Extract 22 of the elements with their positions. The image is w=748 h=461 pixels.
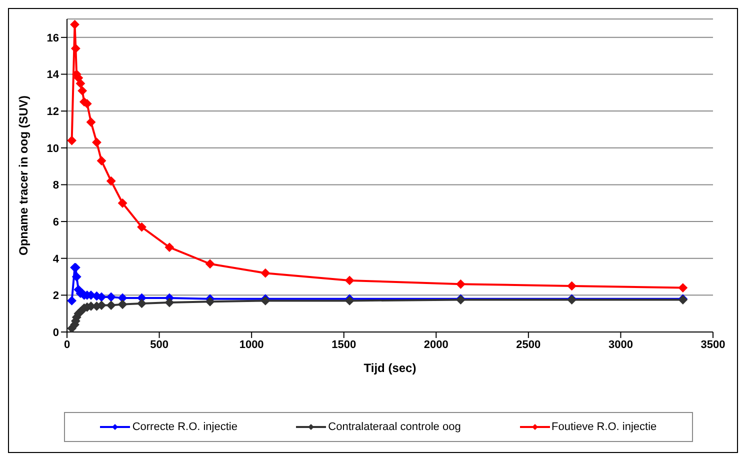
y-tick-label: 6 <box>52 216 59 228</box>
y-tick-label: 4 <box>52 253 60 266</box>
x-axis-title: Tijd (sec) <box>364 361 416 375</box>
x-tick-label: 0 <box>64 338 70 351</box>
y-axis-title: Opname tracer in oog (SUV) <box>16 95 30 256</box>
x-tick-label: 3000 <box>608 338 633 351</box>
y-tick-label: 2 <box>52 290 59 302</box>
legend-label: Correcte R.O. injectie <box>132 421 238 433</box>
y-tick-label: 0 <box>52 326 59 339</box>
y-tick-label: 12 <box>46 106 59 118</box>
y-tick-label: 16 <box>46 32 59 44</box>
legend-label: Foutieve R.O. injectie <box>552 421 657 433</box>
x-tick-label: 1000 <box>239 338 264 351</box>
x-tick-label: 500 <box>150 338 168 351</box>
x-tick-label: 1500 <box>332 338 356 351</box>
y-tick-label: 10 <box>46 142 59 155</box>
x-tick-label: 2000 <box>424 338 448 351</box>
y-tick-label: 14 <box>46 69 60 82</box>
x-tick-label: 2500 <box>516 338 541 351</box>
y-tick-label: 8 <box>52 180 59 192</box>
legend-label: Contralateraal controle oog <box>328 421 461 433</box>
x-tick-label: 3500 <box>700 338 726 351</box>
